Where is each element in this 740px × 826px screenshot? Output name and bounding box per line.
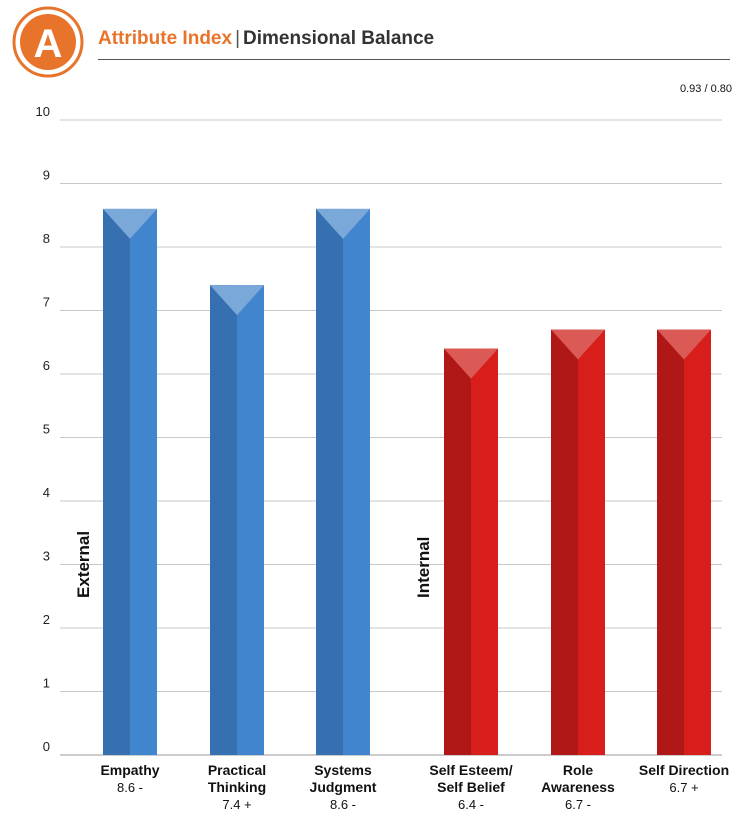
y-tick-label: 4 (43, 485, 50, 500)
bar-right-face (471, 348, 498, 755)
bar-right-face (343, 208, 370, 755)
title-secondary: Dimensional Balance (243, 28, 435, 49)
bar-cap (657, 329, 711, 360)
bar-label-line: Practical (207, 762, 267, 778)
bar-value: 6.7 - (564, 797, 591, 812)
bar-left-face (316, 208, 343, 755)
bar-label-line: Empathy (100, 762, 160, 778)
bar-label-line: Judgment (309, 779, 377, 795)
page-title: Attribute Index | Dimensional Balance (98, 28, 434, 50)
bar-label: Systems Judgment (288, 762, 398, 796)
bar-right-face (684, 329, 711, 755)
ratio-readout: 0.93 / 0.80 (680, 83, 732, 95)
group-label: Internal (414, 536, 433, 598)
y-tick-label: 6 (43, 358, 50, 373)
logo-ring (12, 6, 84, 78)
bar-label-line: Self Direction (638, 762, 730, 778)
bar-cap (444, 348, 498, 379)
bar-value: 8.6 - (329, 797, 356, 812)
bar-left-face (657, 329, 684, 755)
bar-label: Self Esteem/Self Belief (416, 762, 526, 796)
bar-value: 8.6 - (116, 780, 143, 795)
bar-label-line: Awareness (541, 779, 615, 795)
title-primary: Attribute Index (98, 28, 233, 49)
bar-cap (551, 329, 605, 360)
y-tick-label: 9 (43, 168, 50, 183)
y-tick-label: 0 (43, 739, 50, 754)
title-underline (98, 59, 730, 60)
y-tick-label: 8 (43, 231, 50, 246)
brand-logo: A (12, 6, 84, 78)
group-label: External (74, 530, 93, 598)
logo-disc (20, 14, 76, 70)
bar-value: 6.7 + (669, 780, 699, 795)
title-separator: | (235, 28, 240, 49)
bar-label-line: Self Esteem/ (429, 762, 513, 778)
y-tick-label: 3 (43, 549, 50, 564)
bar-left-face (210, 285, 237, 755)
bar-left-face (444, 348, 471, 755)
y-tick-label: 7 (43, 295, 50, 310)
bar-label-line: Self Belief (437, 779, 505, 795)
bar-cap (316, 208, 370, 239)
bar-label: Role Awareness (523, 762, 633, 796)
bar-cap (103, 208, 157, 239)
y-tick-label: 2 (43, 612, 50, 627)
bar-label: Practical Thinking (182, 762, 292, 796)
bar-label-line: Thinking (207, 779, 267, 795)
bar-cap (210, 285, 264, 316)
bar-right-face (578, 329, 605, 755)
y-tick-label: 1 (43, 676, 50, 691)
bar-left-face (103, 208, 130, 755)
bar-label-line: Role (562, 762, 594, 778)
bar-label: Self Direction (629, 762, 739, 779)
bar-right-face (237, 285, 264, 755)
y-tick-label: 5 (43, 422, 50, 437)
y-tick-label: 10 (36, 104, 50, 119)
bar-value: 6.4 - (457, 797, 484, 812)
bar-value: 7.4 + (222, 797, 252, 812)
bar-label-line: Systems (314, 762, 372, 778)
bar-right-face (130, 208, 157, 755)
logo-letter: A (34, 22, 63, 66)
bar-left-face (551, 329, 578, 755)
bar-label: Empathy (75, 762, 185, 779)
